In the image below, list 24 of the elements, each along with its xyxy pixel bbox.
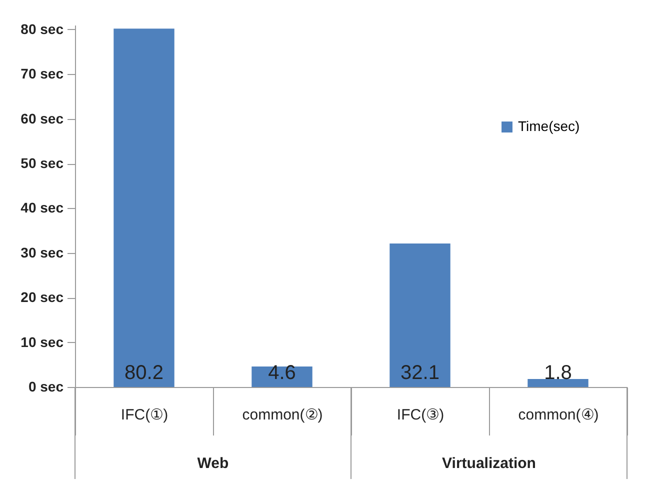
data-label: 32.1 xyxy=(400,362,440,384)
y-tick-label: 60 sec xyxy=(20,110,64,126)
y-tick-label: 30 sec xyxy=(20,244,64,260)
bar xyxy=(252,366,312,387)
text: Virtualization xyxy=(442,455,536,472)
text: Web xyxy=(197,455,229,472)
bar xyxy=(114,28,174,387)
y-tick-label: 80 sec xyxy=(20,20,64,37)
data-label: 4.6 xyxy=(268,362,296,384)
x-tick-label: common(②) xyxy=(242,406,323,424)
y-tick-label: 40 sec xyxy=(20,200,64,216)
data-label: 1.8 xyxy=(544,362,572,384)
bar xyxy=(390,244,450,387)
bar xyxy=(528,378,588,387)
y-tick-label: 50 sec xyxy=(20,155,64,172)
x-tick-label: IFC(①) xyxy=(120,406,168,424)
data-label: 80.2 xyxy=(124,362,164,384)
legend-label: Time(sec) xyxy=(518,118,580,134)
y-tick-label: 20 sec xyxy=(20,289,64,306)
y-tick-label: 0 sec xyxy=(28,378,64,394)
y-tick-label: 10 sec xyxy=(20,334,64,350)
y-tick-label: 70 sec xyxy=(20,66,64,82)
x-tick-label: common(④) xyxy=(518,406,599,424)
x-tick-label: IFC(③) xyxy=(396,406,444,424)
